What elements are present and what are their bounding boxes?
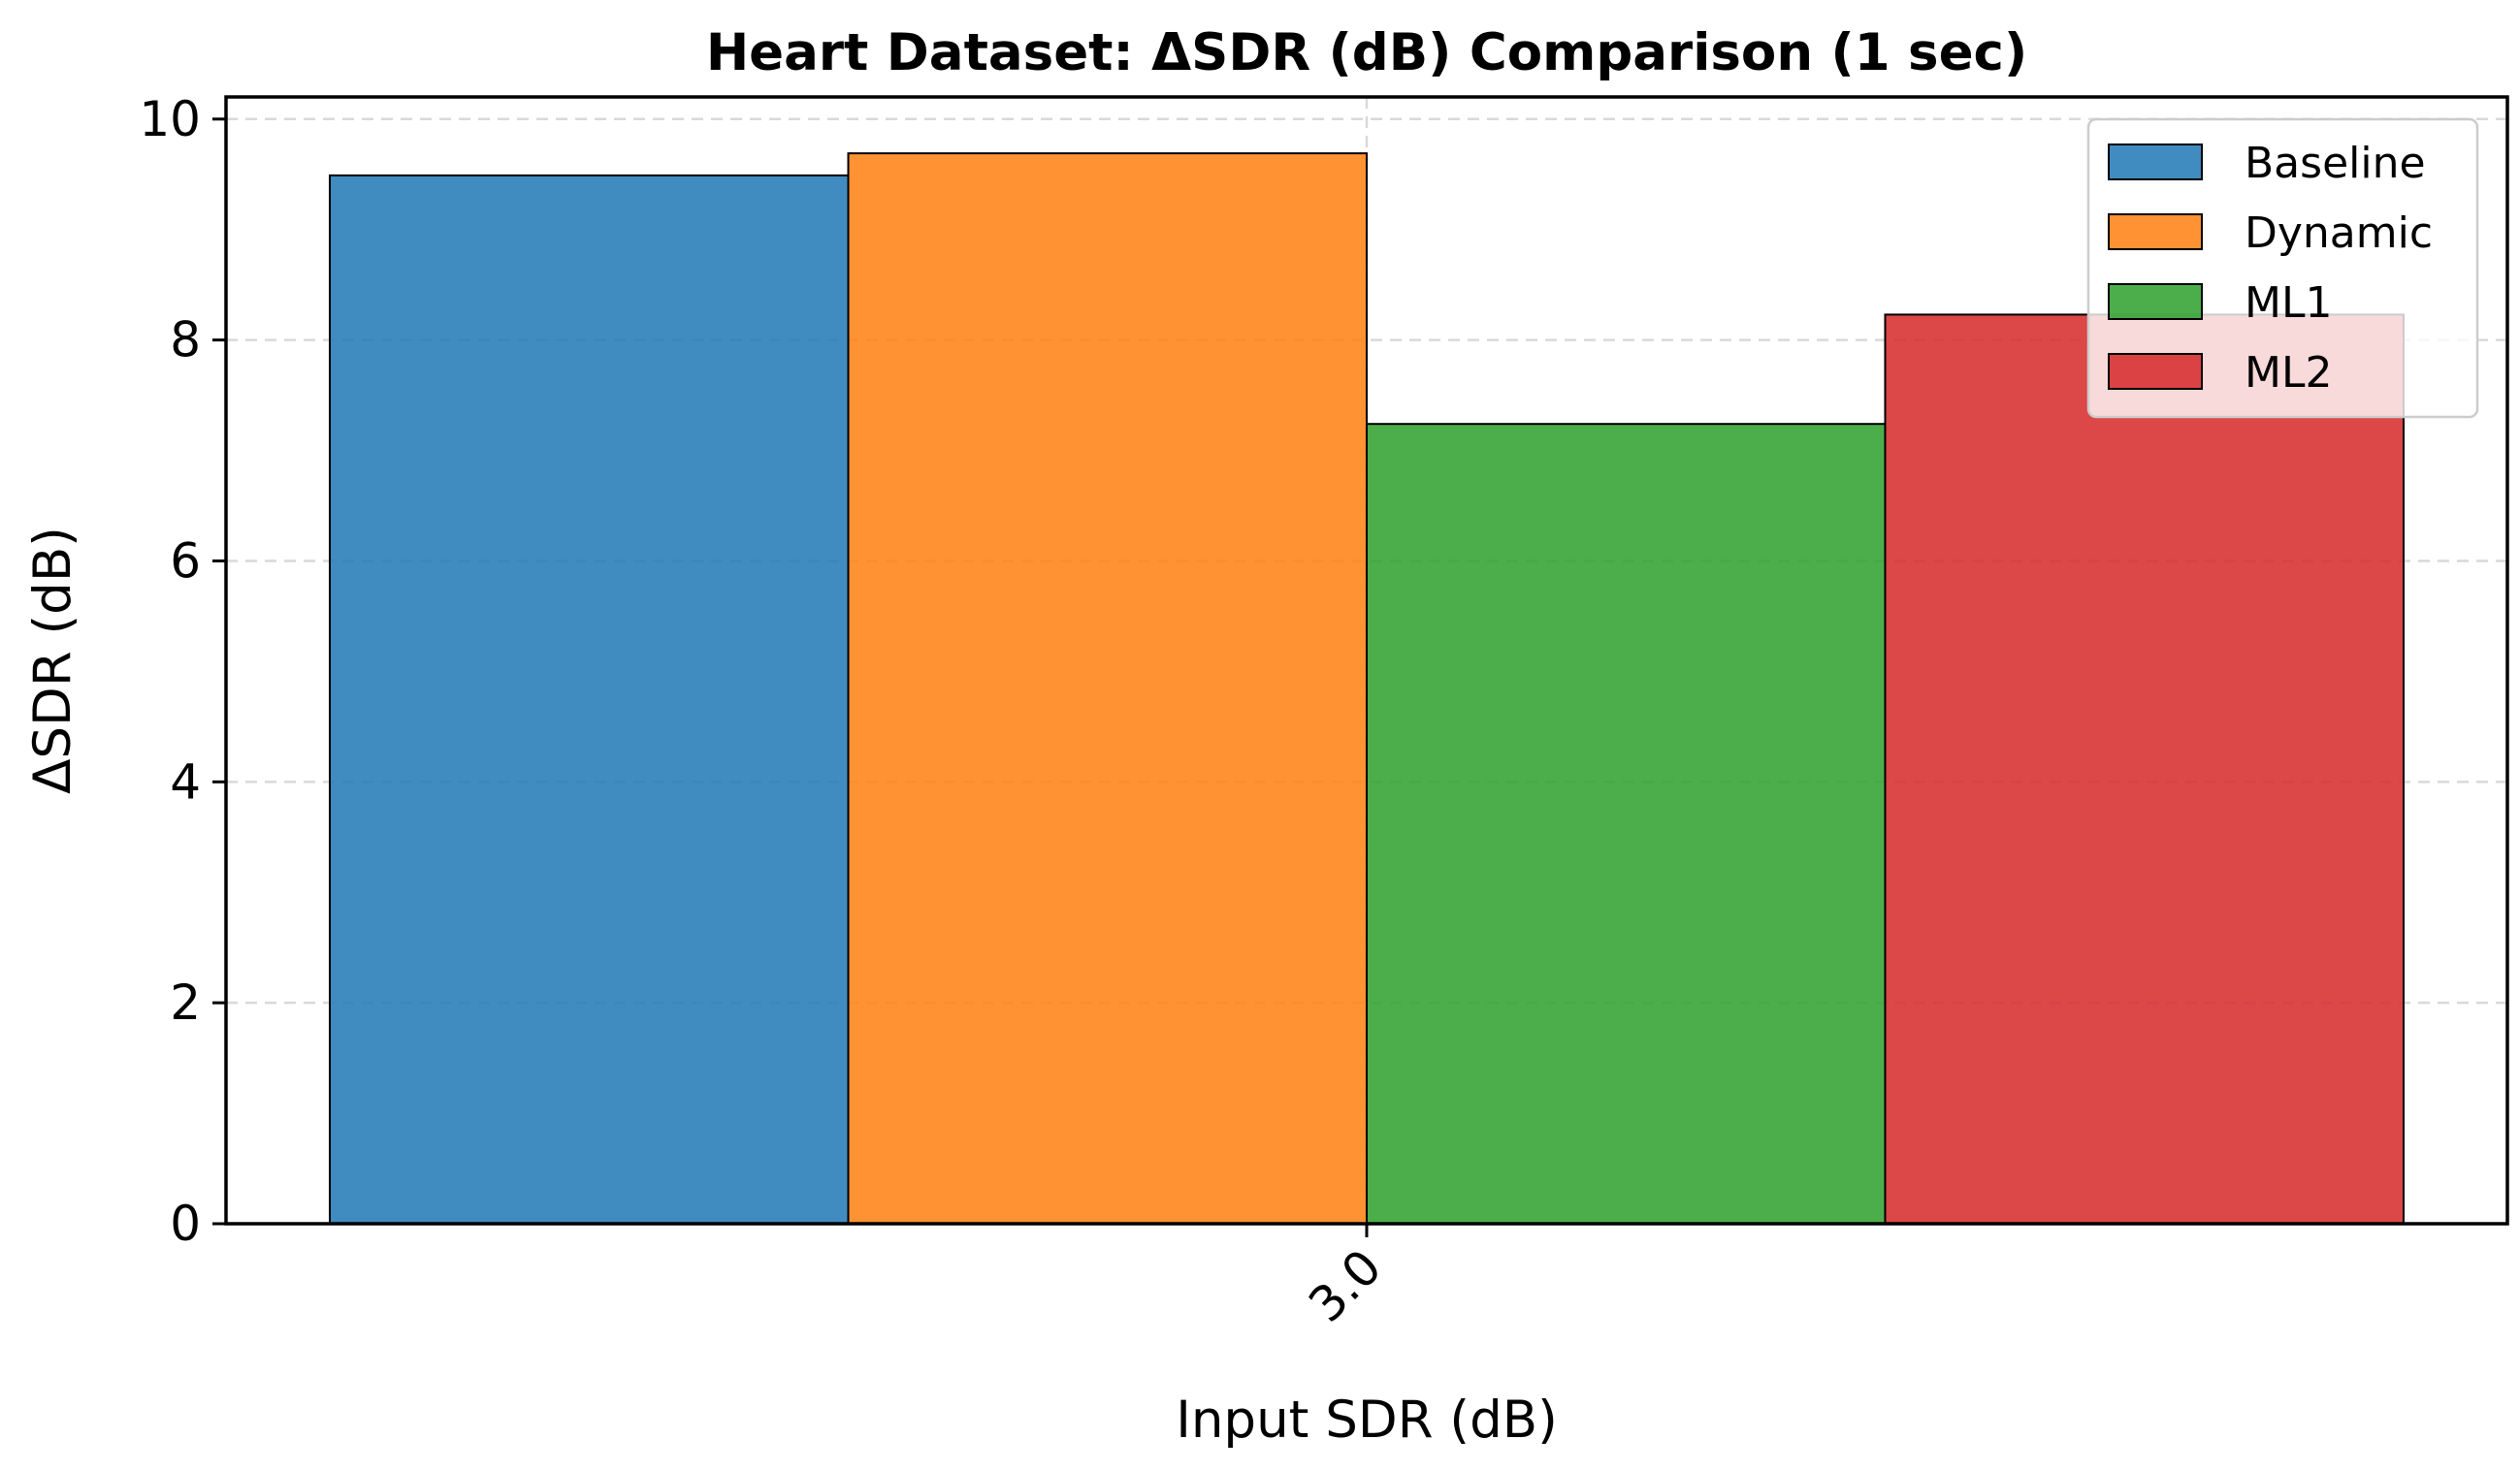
legend-box (2086, 117, 2479, 419)
legend-label-ml2: ML2 (2245, 348, 2332, 398)
x-tick-label: 3.0 (1298, 1238, 1392, 1332)
y-tick-label: 2 (170, 975, 201, 1031)
y-tick-label: 4 (170, 753, 201, 810)
y-tick-label: 10 (139, 91, 201, 147)
legend-swatch-ml1 (2108, 283, 2203, 320)
y-axis: 0 2 4 6 8 10 (139, 91, 226, 1252)
legend-label-baseline: Baseline (2245, 139, 2426, 188)
y-tick-label: 0 (170, 1196, 201, 1252)
legend-swatch-ml2 (2108, 353, 2203, 390)
x-axis-label: Input SDR (dB) (1176, 1391, 1558, 1450)
bar-baseline (329, 174, 850, 1226)
chart-title: Heart Dataset: ΔSDR (dB) Comparison (1 s… (706, 23, 2027, 82)
bar-ml2 (1884, 313, 2405, 1225)
x-axis: 3.0 (1298, 1224, 1392, 1333)
legend: Baseline Dynamic ML1 ML2 (2086, 117, 2479, 419)
legend-label-ml1: ML1 (2245, 278, 2332, 328)
legend-swatch-dynamic (2108, 213, 2203, 250)
bar-ml1 (1366, 423, 1887, 1226)
bar-dynamic (847, 152, 1368, 1226)
bars (329, 152, 2405, 1226)
y-tick-label: 6 (170, 532, 201, 589)
legend-swatch-baseline (2108, 144, 2203, 180)
legend-label-dynamic: Dynamic (2245, 208, 2433, 258)
y-axis-label: ΔSDR (dB) (23, 527, 82, 794)
y-tick-label: 8 (170, 312, 201, 368)
